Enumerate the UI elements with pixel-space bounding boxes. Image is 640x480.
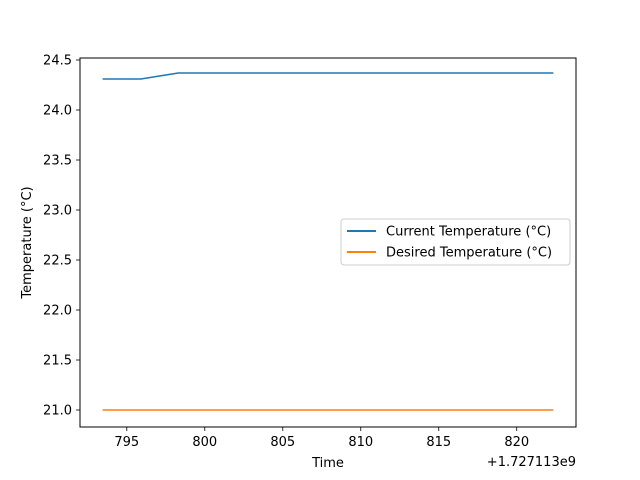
x-axis-offset-label: +1.727113e9: [487, 455, 576, 470]
y-axis-label: Temperature (°C): [20, 186, 35, 299]
y-tick-label: 22.0: [43, 304, 72, 319]
x-tick-label: 820: [504, 435, 529, 450]
x-tick-label: 810: [348, 435, 373, 450]
x-tick-label: 800: [192, 435, 217, 450]
legend-box: [340, 218, 571, 266]
y-tick-label: 23.5: [43, 154, 72, 169]
y-tick-label: 23.0: [43, 204, 72, 219]
y-tick-label: 22.5: [43, 254, 72, 269]
plot-series: [102, 72, 554, 411]
y-axis-ticks: 21.0 21.5 22.0 22.5 23.0 23.5 24.0 24.5: [43, 54, 80, 419]
legend: Current Temperature (°C) Desired Tempera…: [340, 218, 571, 266]
y-tick-label: 21.0: [43, 404, 72, 419]
legend-label-current-temperature: Current Temperature (°C): [386, 225, 551, 240]
x-axis-label: Time: [311, 456, 344, 471]
x-tick-label: 795: [114, 435, 139, 450]
x-tick-label: 815: [426, 435, 451, 450]
y-tick-label: 24.5: [43, 54, 72, 69]
plot-frame: [79, 57, 577, 428]
series-line-0: [102, 72, 554, 80]
legend-label-desired-temperature: Desired Temperature (°C): [386, 246, 552, 261]
x-tick-label: 805: [270, 435, 295, 450]
y-tick-label: 21.5: [43, 354, 72, 369]
y-tick-label: 24.0: [43, 104, 72, 119]
x-axis-ticks: 795 800 805 810 815 820: [114, 427, 529, 450]
